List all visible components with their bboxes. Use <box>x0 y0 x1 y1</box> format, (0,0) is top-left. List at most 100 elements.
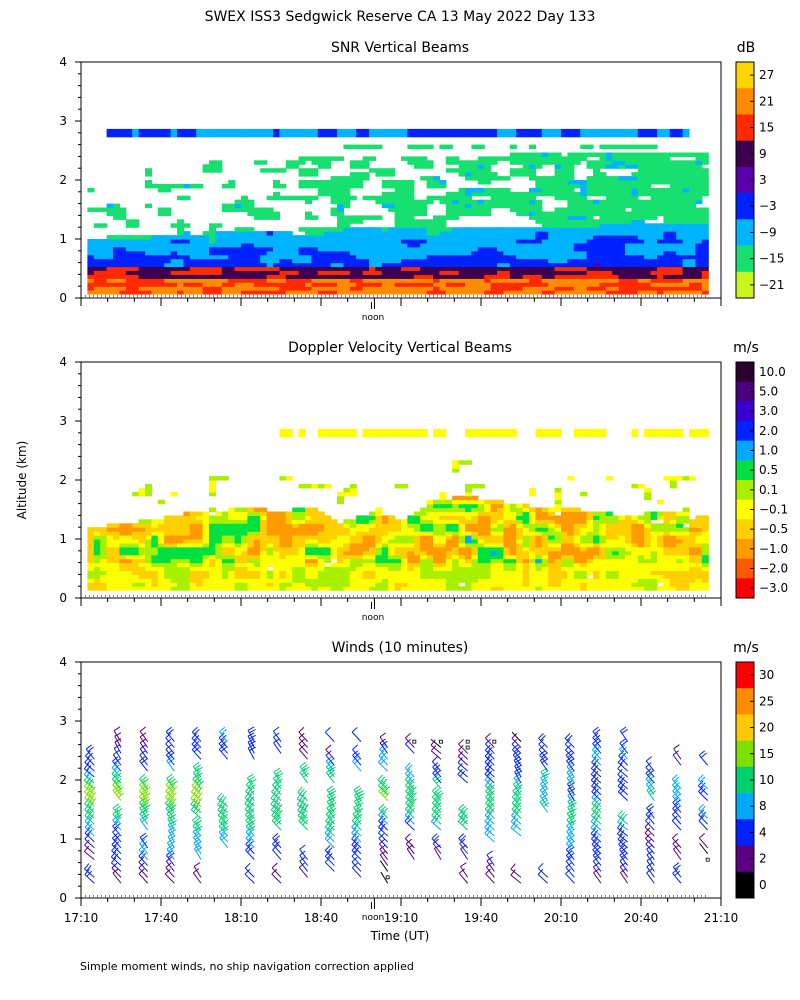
snr-cell <box>477 242 485 248</box>
snr-cell <box>676 215 684 220</box>
snr-cell <box>298 266 306 271</box>
snr-cell <box>689 242 696 248</box>
doppler-cell <box>445 562 453 568</box>
doppler-cell <box>234 523 242 528</box>
doppler-cell <box>209 515 216 520</box>
snr-cell <box>567 128 575 134</box>
doppler-cell <box>599 574 607 579</box>
doppler-cell <box>503 546 511 552</box>
doppler-cell <box>644 535 652 540</box>
snr-cell <box>349 195 357 201</box>
snr-cell <box>580 246 588 252</box>
snr-cell <box>183 231 191 236</box>
doppler-cell <box>465 558 472 564</box>
doppler-cell <box>663 558 671 564</box>
doppler-cell <box>330 531 338 536</box>
snr-cell <box>349 164 357 169</box>
snr-cell <box>612 258 620 264</box>
snr-cell <box>100 246 108 252</box>
snr-cell <box>413 156 421 161</box>
snr-cell <box>650 250 658 256</box>
doppler-cell <box>285 476 293 481</box>
snr-cell <box>164 270 172 275</box>
snr-cell <box>701 262 709 268</box>
doppler-cell <box>497 523 504 528</box>
snr-cell <box>605 274 613 279</box>
snr-cell <box>554 242 562 248</box>
snr-cell <box>439 282 447 287</box>
doppler-cell <box>100 527 108 532</box>
snr-cell <box>625 132 632 138</box>
doppler-cell <box>689 570 696 575</box>
snr-cell <box>522 242 530 248</box>
doppler-cell <box>458 586 466 591</box>
doppler-cell <box>145 586 152 591</box>
snr-cell <box>669 195 677 201</box>
snr-cell <box>401 250 408 256</box>
snr-cell <box>682 172 690 177</box>
doppler-cell <box>305 562 312 568</box>
snr-cell <box>375 254 383 260</box>
snr-cell <box>682 231 690 236</box>
doppler-cell <box>177 531 184 536</box>
doppler-cell <box>125 542 133 548</box>
doppler-cell <box>369 428 376 434</box>
doppler-cell <box>138 535 146 540</box>
snr-cell <box>516 132 524 138</box>
snr-cell <box>669 262 677 268</box>
doppler-cell <box>618 515 626 520</box>
snr-cell <box>657 172 664 177</box>
doppler-cell <box>106 542 114 548</box>
snr-cell <box>554 207 562 212</box>
snr-cell <box>362 156 370 161</box>
doppler-cell <box>349 562 357 568</box>
doppler-cell <box>490 507 498 512</box>
snr-cell <box>682 290 690 295</box>
snr-cell <box>317 262 325 268</box>
snr-cell <box>215 282 223 287</box>
snr-cell <box>644 235 652 240</box>
snr-cell <box>407 215 415 220</box>
doppler-cell <box>189 578 197 583</box>
snr-cell <box>625 156 632 161</box>
snr-cell <box>669 207 677 212</box>
doppler-cell <box>93 546 101 552</box>
doppler-cell <box>631 542 639 548</box>
doppler-cell <box>337 562 344 568</box>
snr-cell <box>637 207 645 212</box>
snr-cell <box>465 258 472 264</box>
doppler-cell <box>125 539 133 544</box>
doppler-cell <box>305 523 312 528</box>
snr-cell <box>631 152 639 157</box>
snr-cell <box>433 183 440 189</box>
snr-cell <box>554 290 562 295</box>
doppler-cell <box>682 586 690 591</box>
snr-cell <box>522 203 530 209</box>
doppler-cell <box>87 531 95 536</box>
snr-cell <box>477 266 485 271</box>
doppler-cell <box>445 566 453 571</box>
snr-cell <box>337 227 344 232</box>
doppler-cell <box>477 554 485 560</box>
doppler-cell <box>452 507 460 512</box>
snr-cell <box>369 128 376 134</box>
doppler-cell <box>305 546 312 552</box>
doppler-cell <box>650 511 658 516</box>
doppler-cell <box>465 428 472 434</box>
snr-cell <box>458 254 466 260</box>
snr-cell <box>362 164 370 169</box>
doppler-cell <box>433 542 440 548</box>
doppler-cell <box>529 558 536 564</box>
doppler-cell <box>401 566 408 571</box>
snr-cell <box>394 235 402 240</box>
snr-cell <box>106 262 114 268</box>
snr-cell <box>132 290 140 295</box>
snr-cell <box>490 250 498 256</box>
snr-cell <box>445 227 453 232</box>
snr-cell <box>356 258 364 264</box>
doppler-cell <box>381 558 389 564</box>
snr-cell <box>516 152 524 157</box>
doppler-cell <box>311 578 319 583</box>
doppler-cell <box>407 570 415 575</box>
snr-cell <box>471 160 479 165</box>
